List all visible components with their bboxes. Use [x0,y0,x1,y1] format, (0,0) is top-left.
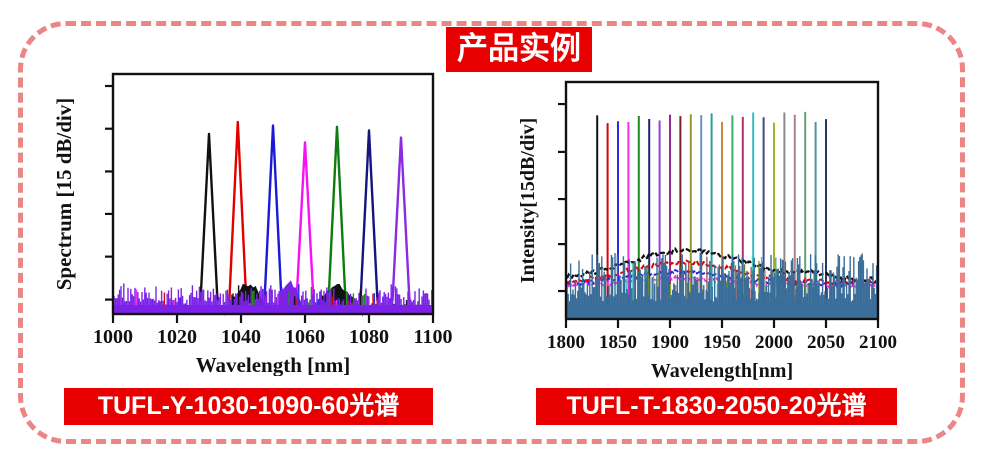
laser-peak [295,141,315,302]
x-tick-label: 2050 [807,332,845,353]
plot-frame [111,72,435,316]
comb-lines [596,111,827,305]
x-tick-label: 1020 [157,326,197,348]
x-tick-label: 2100 [859,332,897,353]
axes: 1800 1850 1900 1950 2000 2050 2100 Wavelength[n… [517,80,897,382]
x-tick-label: 1900 [651,332,689,353]
axes: 1000 1020 1040 1060 1080 1100 Wavelength [nm] S… [52,72,453,377]
x-tick-label: 1800 [547,332,585,353]
caption-tm-model: TUFL-T-1830-2050-20光谱 [536,388,897,425]
x-tick-label: 1950 [703,332,741,353]
x-tick-label: 1060 [285,326,325,348]
x-tick-label: 2000 [755,332,793,353]
laser-peak [359,129,379,302]
laser-peak [228,120,248,302]
x-axis-label: Wavelength[nm] [651,360,793,382]
y-axis-label: Intensity[15dB/div] [520,118,539,284]
x-tick-label: 1100 [414,326,453,348]
noise-floor [566,252,878,319]
figure-yb-tunable-spectrum: 1000 1020 1040 1060 1080 1100 Wavelength [nm] S… [52,62,455,381]
yb-spectrum-chart: 1000 1020 1040 1060 1080 1100 Wavelength [nm] S… [52,72,453,377]
noise-floor [113,280,433,317]
laser-peak [391,136,411,302]
figure-tm-tunable-spectrum: 1800 1850 1900 1950 2000 2050 2100 Wavelength[n… [517,68,956,387]
caption-yb-model: TUFL-Y-1030-1090-60光谱 [64,388,433,425]
x-tick-label: 1850 [599,332,637,353]
x-tick-label: 1000 [93,326,133,348]
laser-peak [263,124,283,302]
slide-title-badge: 产品实例 [446,27,592,72]
x-tick-label: 1040 [221,326,261,348]
laser-peaks [199,120,411,302]
laser-peak [327,125,347,302]
laser-peak [199,132,219,302]
x-axis-label: Wavelength [nm] [196,353,351,376]
x-tick-label: 1080 [349,326,389,348]
y-axis-label: Spectrum [15 dB/div] [55,98,76,291]
plot-frame [564,80,880,321]
tm-spectrum-chart: 1800 1850 1900 1950 2000 2050 2100 Wavelength[n… [517,80,897,382]
slide-dashed-border [18,21,965,444]
